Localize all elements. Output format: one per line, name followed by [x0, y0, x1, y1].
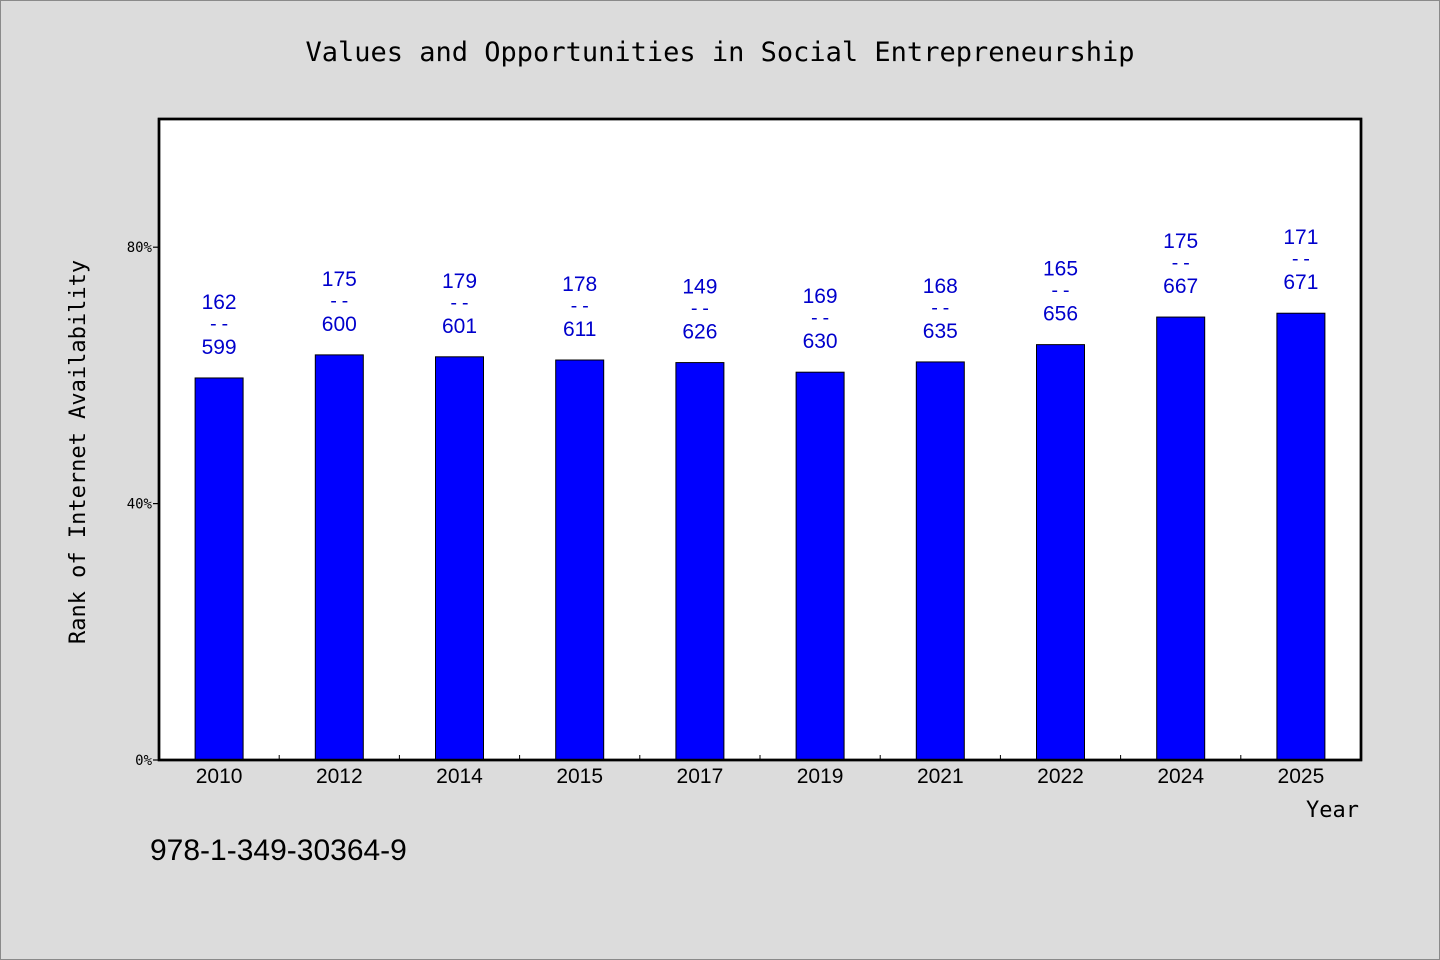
bar-label-bottom: 635: [923, 320, 958, 343]
bar-2017: [675, 362, 725, 761]
bar-label-top: 175: [1163, 230, 1198, 253]
x-tick-label: 2021: [917, 765, 964, 788]
bar-label-top: 178: [562, 273, 597, 296]
bar-label-sep: --: [688, 298, 711, 320]
x-tick-labels: 2010 2012 2014 2015 2017 2019 2021 2022 2024 2025: [196, 765, 1325, 788]
bar-label-sep: --: [328, 290, 351, 312]
bar-2010: [194, 377, 244, 761]
bar-label-bottom: 601: [442, 315, 477, 338]
x-tick-label: 2025: [1278, 765, 1325, 788]
bar-label-bottom: 630: [803, 330, 838, 353]
y-tick-label: 80%: [127, 240, 153, 256]
isbn-caption: 978-1-349-30364-9: [150, 834, 407, 867]
bar-label-sep: --: [809, 307, 832, 329]
bar-labels: 162--599175--600179--601178--611149--626…: [202, 226, 1319, 359]
plot-border: [157, 117, 1363, 762]
bar-label-bottom: 667: [1163, 275, 1198, 298]
x-tick-label: 2022: [1037, 765, 1084, 788]
bar-2024: [1156, 316, 1206, 761]
bar-2012: [314, 354, 364, 761]
bar-label-top: 168: [923, 275, 958, 298]
x-tick-label: 2019: [797, 765, 844, 788]
x-tick-label: 2024: [1157, 765, 1204, 788]
bar-label-sep: --: [208, 313, 231, 335]
bar-label-bottom: 611: [563, 318, 596, 341]
chart-title: Values and Opportunities in Social Entre…: [305, 37, 1134, 68]
bar-label-top: 171: [1283, 226, 1318, 249]
bar-label-top: 165: [1043, 258, 1078, 281]
bars: [194, 312, 1326, 761]
bar-label-sep: --: [1049, 280, 1072, 302]
bar-2019: [795, 371, 845, 761]
x-tick-label: 2010: [196, 765, 243, 788]
bar-label-bottom: 626: [682, 321, 717, 344]
y-axis-label: Rank of Internet Availability: [66, 260, 91, 644]
bar-label-bottom: 599: [202, 336, 237, 359]
y-tick-labels: 0% 40% 80%: [127, 240, 153, 769]
bar-label-bottom: 656: [1043, 303, 1078, 326]
x-tick-label: 2015: [556, 765, 603, 788]
bar-2022: [1036, 344, 1085, 761]
x-tick-label: 2017: [677, 765, 724, 788]
bar-2014: [435, 356, 484, 761]
y-tick-label: 0%: [135, 753, 152, 769]
bar-label-sep: --: [448, 292, 471, 314]
bar-label-top: 149: [682, 276, 717, 299]
bar-label-sep: --: [568, 295, 591, 317]
bar-label-top: 169: [803, 285, 838, 308]
bar-label-sep: --: [1169, 252, 1192, 274]
bar-label-sep: --: [1289, 248, 1312, 270]
bar-label-top: 162: [202, 291, 237, 314]
bar-label-top: 179: [442, 270, 477, 293]
bar-2021: [915, 361, 965, 761]
bar-label-bottom: 671: [1283, 271, 1318, 294]
bar-2015: [555, 359, 605, 761]
bar-label-bottom: 600: [322, 313, 357, 336]
bar-label-top: 175: [322, 268, 357, 291]
x-tick-label: 2014: [436, 765, 483, 788]
bar-label-sep: --: [929, 297, 952, 319]
x-axis-label: Year: [1306, 798, 1359, 823]
y-tick-label: 40%: [127, 497, 153, 513]
bar-2025: [1276, 312, 1326, 761]
x-tick-label: 2012: [316, 765, 363, 788]
